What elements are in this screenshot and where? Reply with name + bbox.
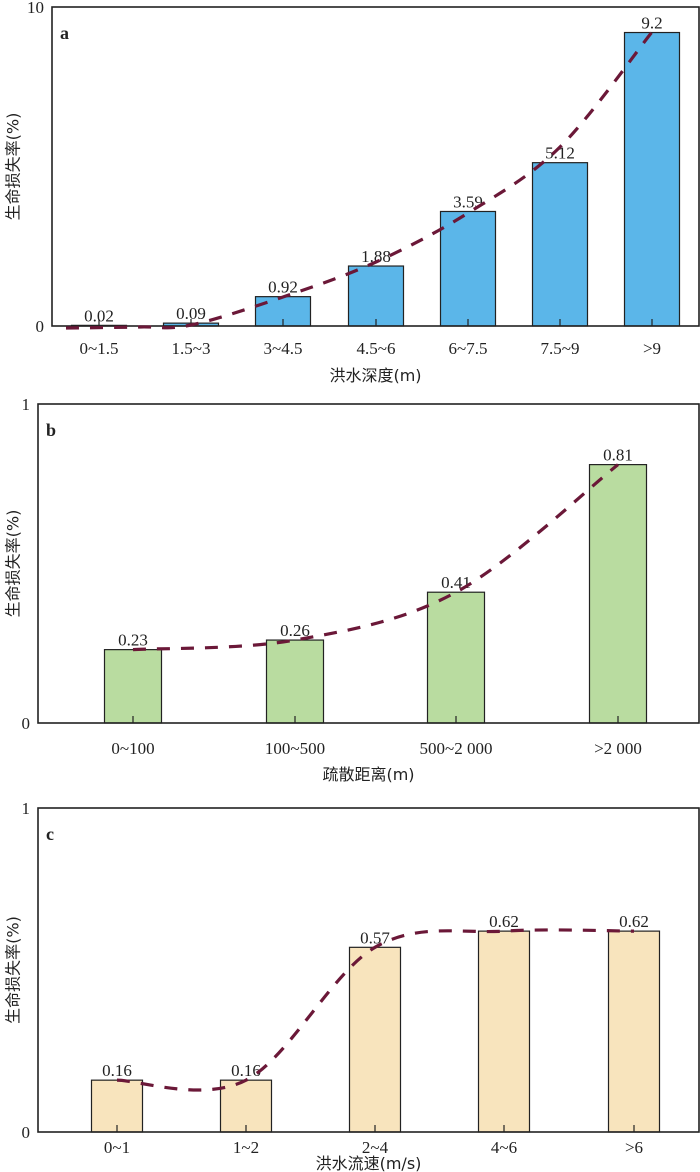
y-axis-title: 生命损失率(%) (4, 510, 23, 618)
data-label: 0.62 (619, 912, 649, 931)
data-label: 0.23 (118, 631, 148, 650)
y-tick-label: 0 (22, 1123, 31, 1142)
x-tick-label: 3~4.5 (264, 339, 303, 358)
x-tick-label: >9 (643, 339, 661, 358)
bar (623, 31, 681, 327)
bar (531, 162, 589, 327)
bar (426, 591, 486, 724)
chart-panel-a: 0.02 0~1.5 0.09 1.5~3 0.92 3~4.5 1.88 4.5~6 3.59… (4, 0, 700, 385)
x-tick-label: 4~6 (491, 1138, 517, 1157)
x-tick-label: >2 000 (594, 739, 642, 758)
data-label: 0.09 (176, 304, 206, 323)
data-label: 0.02 (84, 306, 114, 325)
plot-frame (51, 6, 700, 327)
x-axis-title: 疏散距离(m) (322, 765, 414, 784)
data-label: 5.12 (545, 144, 575, 163)
panel-label: c (46, 824, 54, 844)
x-tick-label: >6 (625, 1138, 643, 1157)
data-label: 3.59 (453, 192, 483, 211)
y-tick-label: 1 (22, 395, 31, 414)
x-tick-label: 7.5~9 (541, 339, 580, 358)
bar (347, 265, 405, 327)
data-label: 0.16 (102, 1061, 132, 1080)
data-label: 0.57 (360, 928, 390, 947)
data-label: 0.16 (231, 1061, 261, 1080)
data-label: 0.81 (603, 446, 633, 465)
data-label: 0.62 (489, 912, 519, 931)
chart-panel-c: 0.16 0~1 0.16 1~2 0.57 2~4 0.62 4~6 0.62 >6 0 1c 洪水流… (4, 799, 700, 1172)
x-tick-label: 100~500 (265, 739, 325, 758)
bar (348, 946, 402, 1133)
y-axis-title: 生命损失率(%) (4, 113, 23, 221)
y-tick-label: 0 (36, 317, 45, 336)
y-tick-label: 0 (22, 714, 31, 733)
plot-frame (37, 403, 700, 724)
data-label: 1.88 (361, 247, 391, 266)
data-label: 0.92 (268, 278, 298, 297)
trend-line (132, 463, 619, 652)
bar (477, 930, 531, 1133)
plot-frame (37, 807, 700, 1133)
x-tick-label: 6~7.5 (449, 339, 488, 358)
bar (439, 210, 497, 327)
x-tick-label: 2~4 (362, 1138, 389, 1157)
x-tick-label: 0~100 (111, 739, 154, 758)
y-tick-label: 10 (27, 0, 44, 17)
data-label: 0.26 (280, 621, 310, 640)
data-label: 0.41 (441, 573, 471, 592)
x-tick-label: 4.5~6 (357, 339, 396, 358)
y-tick-label: 1 (22, 799, 31, 818)
bar (103, 649, 163, 724)
trend-line (65, 31, 654, 330)
y-axis-title: 生命损失率(%) (4, 916, 23, 1024)
panel-label: b (46, 420, 56, 440)
x-axis-title: 洪水流速(m/s) (316, 1154, 422, 1172)
x-tick-label: 0~1 (104, 1138, 130, 1157)
bar (607, 930, 661, 1133)
bar (265, 639, 325, 724)
data-label: 9.2 (641, 14, 662, 33)
x-tick-label: 1~2 (233, 1138, 259, 1157)
chart-panel-b: 0.23 0~100 0.26 100~500 0.41 500~2 000 0.81 >2 … (4, 395, 700, 784)
x-tick-label: 1.5~3 (172, 339, 211, 358)
bar (219, 1079, 273, 1133)
panel-label: a (60, 23, 69, 43)
bar (588, 464, 648, 724)
x-tick-label: 500~2 000 (420, 739, 493, 758)
x-axis-title: 洪水深度(m) (329, 366, 421, 385)
x-tick-label: 0~1.5 (80, 339, 119, 358)
bar (90, 1079, 144, 1133)
trend-line (116, 928, 635, 1092)
